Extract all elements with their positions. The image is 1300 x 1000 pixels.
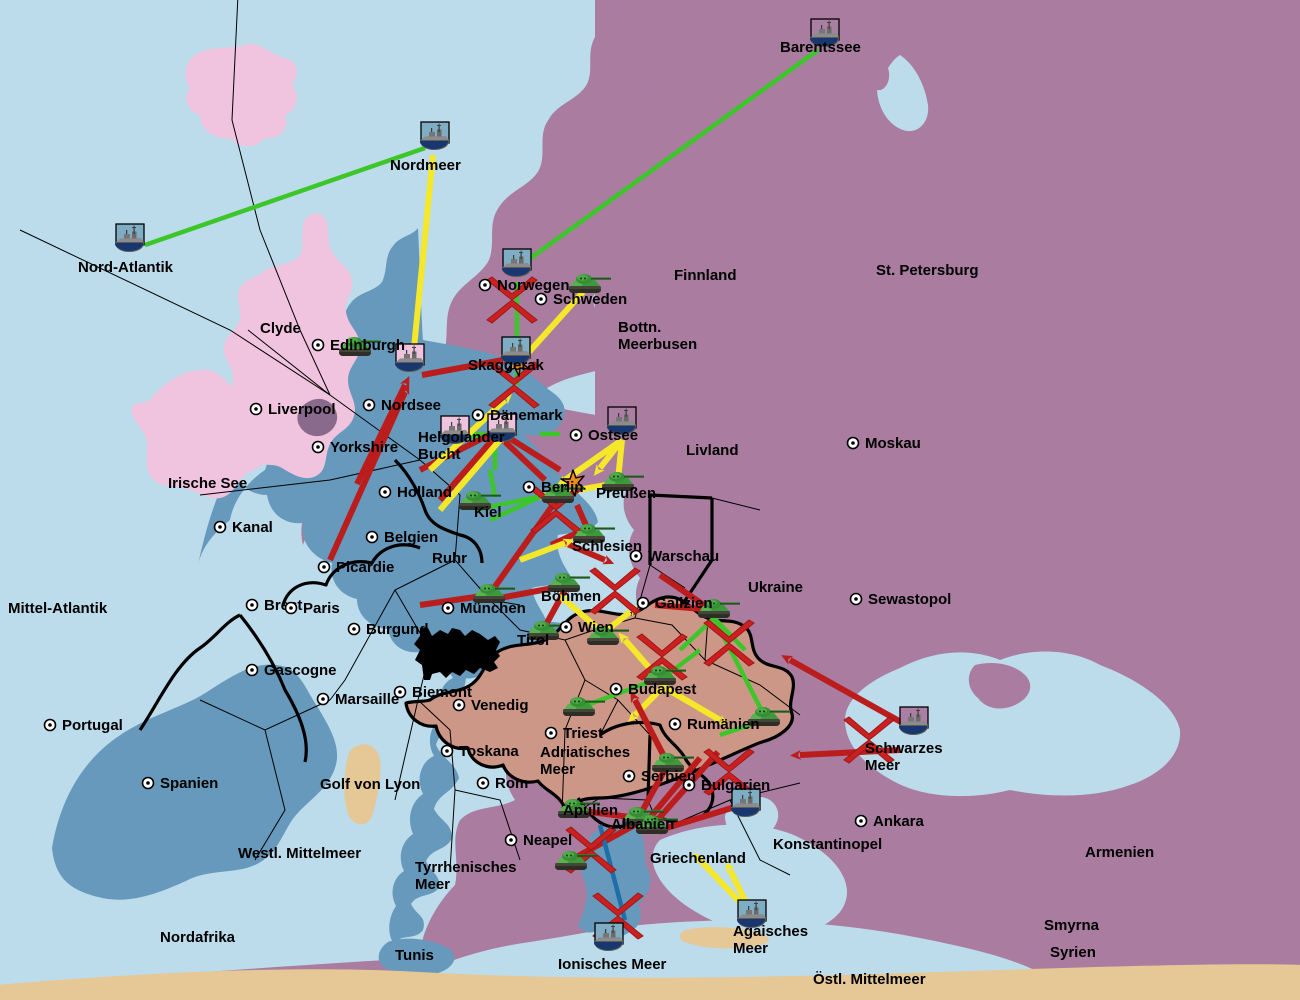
- svg-text:Kiel: Kiel: [474, 504, 502, 521]
- svg-text:Ruhr: Ruhr: [432, 550, 467, 567]
- svg-text:Gascogne: Gascogne: [264, 662, 337, 679]
- svg-text:Venedig: Venedig: [471, 697, 529, 714]
- svg-text:Kanal: Kanal: [232, 519, 273, 536]
- svg-text:St. Petersburg: St. Petersburg: [876, 262, 979, 279]
- svg-text:Biemont: Biemont: [412, 684, 472, 701]
- svg-text:Tyrrhenisches: Tyrrhenisches: [415, 859, 516, 876]
- svg-text:Ukraine: Ukraine: [748, 579, 803, 596]
- svg-text:Spanien: Spanien: [160, 775, 218, 792]
- svg-text:Budapest: Budapest: [628, 681, 696, 698]
- svg-text:Albanien: Albanien: [611, 816, 674, 833]
- svg-text:Marsaille: Marsaille: [335, 691, 399, 708]
- svg-text:Edinburgh: Edinburgh: [330, 337, 405, 354]
- svg-text:Irische See: Irische See: [168, 475, 247, 492]
- svg-text:Meer: Meer: [733, 940, 768, 957]
- svg-text:Tirol: Tirol: [517, 632, 549, 649]
- svg-text:Tunis: Tunis: [395, 947, 434, 964]
- svg-text:Barentssee: Barentssee: [780, 39, 861, 56]
- svg-text:Rumänien: Rumänien: [687, 716, 760, 733]
- svg-text:Triest: Triest: [563, 725, 603, 742]
- svg-text:Finnland: Finnland: [674, 267, 737, 284]
- svg-text:Konstantinopel: Konstantinopel: [773, 836, 882, 853]
- svg-text:Neapel: Neapel: [523, 832, 572, 849]
- svg-text:Portugal: Portugal: [62, 717, 123, 734]
- svg-text:Rom: Rom: [495, 775, 528, 792]
- svg-text:Bucht: Bucht: [418, 446, 461, 463]
- svg-text:Ionisches Meer: Ionisches Meer: [558, 956, 667, 973]
- svg-text:Sewastopol: Sewastopol: [868, 591, 951, 608]
- svg-text:Meer: Meer: [865, 757, 900, 774]
- svg-text:Bottn.: Bottn.: [618, 319, 661, 336]
- svg-text:Golf von Lyon: Golf von Lyon: [320, 776, 420, 793]
- svg-text:Schweden: Schweden: [553, 291, 627, 308]
- svg-text:Moskau: Moskau: [865, 435, 921, 452]
- svg-text:Syrien: Syrien: [1050, 944, 1096, 961]
- svg-text:Helgolander: Helgolander: [418, 429, 505, 446]
- svg-text:Toskana: Toskana: [459, 743, 519, 760]
- svg-text:Smyrna: Smyrna: [1044, 917, 1100, 934]
- svg-text:Agaisches: Agaisches: [733, 923, 808, 940]
- svg-text:Westl. Mittelmeer: Westl. Mittelmeer: [238, 845, 361, 862]
- svg-text:Holland: Holland: [397, 484, 452, 501]
- svg-text:Preußen: Preußen: [596, 485, 656, 502]
- svg-text:Meer: Meer: [540, 761, 575, 778]
- svg-text:Schwarzes: Schwarzes: [865, 740, 943, 757]
- svg-text:Skaggerak: Skaggerak: [468, 357, 545, 374]
- svg-text:Livland: Livland: [686, 442, 739, 459]
- svg-text:München: München: [460, 600, 526, 617]
- svg-text:Picardie: Picardie: [336, 559, 394, 576]
- svg-text:Liverpool: Liverpool: [268, 401, 336, 418]
- svg-text:Warschau: Warschau: [648, 548, 719, 565]
- svg-text:Östl. Mittelmeer: Östl. Mittelmeer: [813, 971, 926, 988]
- svg-text:Dänemark: Dänemark: [490, 407, 563, 424]
- svg-text:Apulien: Apulien: [563, 802, 618, 819]
- svg-text:Ostsee: Ostsee: [588, 427, 638, 444]
- svg-text:Meerbusen: Meerbusen: [618, 336, 697, 353]
- svg-text:Nord-Atlantik: Nord-Atlantik: [78, 259, 174, 276]
- svg-text:Armenien: Armenien: [1085, 844, 1154, 861]
- svg-text:Belgien: Belgien: [384, 529, 438, 546]
- svg-text:Griechenland: Griechenland: [650, 850, 746, 867]
- svg-text:Clyde: Clyde: [260, 320, 301, 337]
- svg-text:Burgund: Burgund: [366, 621, 428, 638]
- svg-text:Adriatisches: Adriatisches: [540, 744, 630, 761]
- svg-text:Nordsee: Nordsee: [381, 397, 441, 414]
- svg-text:Nordmeer: Nordmeer: [390, 157, 461, 174]
- svg-text:Wien: Wien: [578, 619, 614, 636]
- svg-text:Ankara: Ankara: [873, 813, 925, 830]
- svg-text:Böhmen: Böhmen: [541, 588, 601, 605]
- svg-text:Mittel-Atlantik: Mittel-Atlantik: [8, 600, 108, 617]
- svg-text:Bulgarien: Bulgarien: [701, 777, 770, 794]
- svg-text:Schlesien: Schlesien: [572, 538, 642, 555]
- svg-text:Berlin: Berlin: [541, 479, 584, 496]
- svg-text:Meer: Meer: [415, 876, 450, 893]
- svg-text:Paris: Paris: [303, 600, 340, 617]
- svg-text:Yorkshire: Yorkshire: [330, 439, 398, 456]
- svg-text:Galizien: Galizien: [655, 595, 713, 612]
- svg-text:Nordafrika: Nordafrika: [160, 929, 236, 946]
